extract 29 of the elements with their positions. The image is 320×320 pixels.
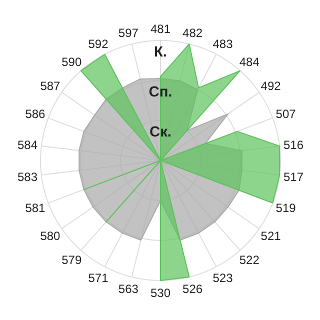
spoke-label: 522 xyxy=(239,252,260,267)
spoke-label: 521 xyxy=(260,228,282,243)
spoke-label: 563 xyxy=(118,282,139,296)
spoke-label: 583 xyxy=(17,170,38,184)
y-tick-label: К. xyxy=(154,44,168,60)
spoke-label: 507 xyxy=(276,107,296,122)
spoke-label: 526 xyxy=(182,282,203,296)
spoke-label: 481 xyxy=(150,22,171,36)
spoke-label: 590 xyxy=(62,55,82,70)
spoke-label: 482 xyxy=(182,26,203,40)
y-tick-label: Ск. xyxy=(150,124,172,140)
spoke-label: 584 xyxy=(17,138,38,152)
spoke-label: 586 xyxy=(25,107,46,122)
spoke-label: 484 xyxy=(239,55,260,70)
spoke-label: 579 xyxy=(62,252,82,267)
spoke-label: 581 xyxy=(25,200,46,215)
spoke-label: 597 xyxy=(118,26,139,40)
spoke-label: 516 xyxy=(284,138,304,152)
spoke-label: 580 xyxy=(40,228,61,243)
spoke-label: 530 xyxy=(150,286,171,300)
spoke-label: 519 xyxy=(276,200,296,215)
spoke-label: 592 xyxy=(88,37,109,52)
spoke-label: 517 xyxy=(284,170,304,184)
spoke-label: 492 xyxy=(260,79,282,94)
spoke-label: 571 xyxy=(88,270,109,285)
spoke-label: 483 xyxy=(212,37,234,52)
spoke-label: 523 xyxy=(212,270,234,285)
y-tick-label: Сп. xyxy=(148,84,172,100)
spoke-label: 587 xyxy=(40,79,61,94)
